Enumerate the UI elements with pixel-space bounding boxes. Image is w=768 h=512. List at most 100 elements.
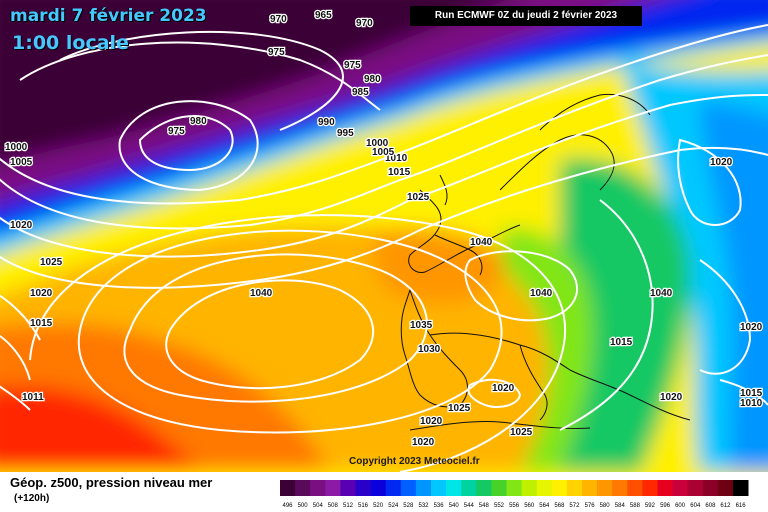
legend-swatch: [702, 480, 719, 496]
legend-swatch: [551, 480, 568, 496]
legend-tick-label: 568: [554, 503, 565, 509]
legend-tick-label: 600: [675, 503, 686, 509]
legend-swatch: [657, 480, 673, 496]
legend-swatch: [536, 480, 553, 496]
isobar-lines: [0, 24, 768, 472]
isobar-label: 975: [344, 60, 361, 71]
legend-tick-label: 564: [539, 503, 550, 509]
legend-tick-label: 508: [328, 503, 339, 509]
legend-tick-label: 560: [524, 503, 535, 509]
isobar-label: 975: [168, 126, 185, 137]
legend-swatch: [506, 480, 522, 496]
legend-swatch: [415, 480, 432, 496]
isobar-label: 1010: [740, 398, 763, 409]
isobar-label: 1040: [530, 288, 553, 299]
isobar-label: 1035: [410, 320, 433, 331]
isobar-label: 1015: [30, 318, 53, 329]
isobar-label: 1005: [372, 147, 395, 158]
isobar-label: 1040: [650, 288, 673, 299]
isobar-label: 1020: [660, 392, 683, 403]
isobar-label: 1020: [420, 416, 443, 427]
legend-tick-label: 544: [464, 503, 475, 509]
isobar-label: 1040: [250, 288, 273, 299]
isobar-label: 1020: [412, 437, 435, 448]
legend-tick-label: 584: [615, 503, 626, 509]
isobar-label: 1005: [10, 157, 33, 168]
legend-swatch: [642, 480, 658, 496]
isobar-label: 1000: [366, 138, 389, 149]
legend-swatch: [687, 480, 704, 496]
legend-swatch: [597, 480, 613, 496]
legend-swatch: [340, 480, 356, 496]
legend-tick-label: 500: [298, 503, 309, 509]
isobar-label: 990: [318, 117, 335, 128]
isobar-label: 1010: [385, 153, 408, 164]
legend-tick-label: 556: [509, 503, 520, 509]
legend-tick-label: 592: [645, 503, 656, 509]
legend-tick-label: 536: [434, 503, 445, 509]
legend-swatch: [431, 480, 447, 496]
legend-tick-label: 496: [282, 503, 293, 509]
legend-tick-label: 504: [313, 503, 324, 509]
isobar-label: 1011: [22, 392, 44, 403]
legend-swatch: [280, 480, 296, 496]
legend-swatch: [521, 480, 538, 496]
isobar-label: 995: [337, 128, 354, 139]
forecast-date: mardi 7 février 2023: [10, 6, 207, 26]
legend-swatch: [325, 480, 341, 496]
legend-swatch: [355, 480, 371, 496]
legend-swatch: [476, 480, 492, 496]
geopotential-map: 1040 1040 1040 1040 1035 1030 1025 1025 1025 1020…: [0, 0, 768, 472]
isobar-label: 1015: [388, 167, 411, 178]
isobar-label: 1015: [740, 388, 763, 399]
legend-swatch: [491, 480, 507, 496]
legend-tick-label: 576: [585, 503, 596, 509]
legend-tick-label: 608: [705, 503, 716, 509]
legend-swatch: [566, 480, 583, 496]
coastlines: [400, 93, 691, 431]
legend-swatch: [295, 480, 311, 496]
legend-tick-label: 572: [569, 503, 580, 509]
legend-tick-label: 548: [479, 503, 490, 509]
legend-swatch: [446, 480, 462, 496]
legend-swatch: [370, 480, 387, 496]
isobar-label: 1025: [510, 427, 533, 438]
geopotential-fill: [0, 0, 768, 472]
model-run-info: Run ECMWF 0Z du jeudi 2 février 2023: [410, 6, 642, 26]
isobar-label: 970: [270, 14, 287, 25]
legend-tick-label: 580: [600, 503, 611, 509]
isobar-label: 1020: [740, 322, 763, 333]
legend-tick-label: 616: [736, 503, 747, 509]
isobar-label: 985: [352, 87, 369, 98]
legend-swatch: [385, 480, 402, 496]
isobar-label: 1030: [418, 344, 441, 355]
copyright-text: Copyright 2023 Meteociel.fr: [349, 456, 480, 467]
legend-tick-label: 528: [403, 503, 414, 509]
legend-swatch: [461, 480, 477, 496]
legend-tick-label: 604: [690, 503, 701, 509]
isobar-label: 975: [268, 47, 285, 58]
isobar-labels: 1040 1040 1040 1040 1035 1030 1025 1025 1025 1020…: [4, 9, 764, 450]
isobar-label: 1020: [30, 288, 53, 299]
legend-tick-label: 588: [630, 503, 641, 509]
isobar-label: 1000: [5, 142, 28, 153]
legend-swatch: [672, 480, 689, 496]
legend-tick-label: 552: [494, 503, 505, 509]
map-footer: Géop. z500, pression niveau mer (+120h) …: [0, 472, 768, 512]
isobar-label: 1020: [710, 157, 733, 168]
legend-swatch: [717, 480, 734, 496]
map-parameter-title: Géop. z500, pression niveau mer: [10, 475, 213, 490]
legend-tick-label: 524: [388, 503, 399, 509]
legend-tick-label: 520: [373, 503, 384, 509]
legend-tick-label: 540: [449, 503, 460, 509]
legend-tick-label: 596: [660, 503, 671, 509]
isobar-label: 965: [315, 10, 332, 21]
forecast-lead-time: (+120h): [14, 493, 50, 504]
isobar-label: 980: [190, 116, 207, 127]
isobar-label: 1015: [610, 337, 633, 348]
legend-tick-label: 612: [720, 503, 731, 509]
legend-swatch: [310, 480, 326, 496]
isobar-label: 1020: [492, 383, 515, 394]
isobar-label: 1025: [448, 403, 471, 414]
